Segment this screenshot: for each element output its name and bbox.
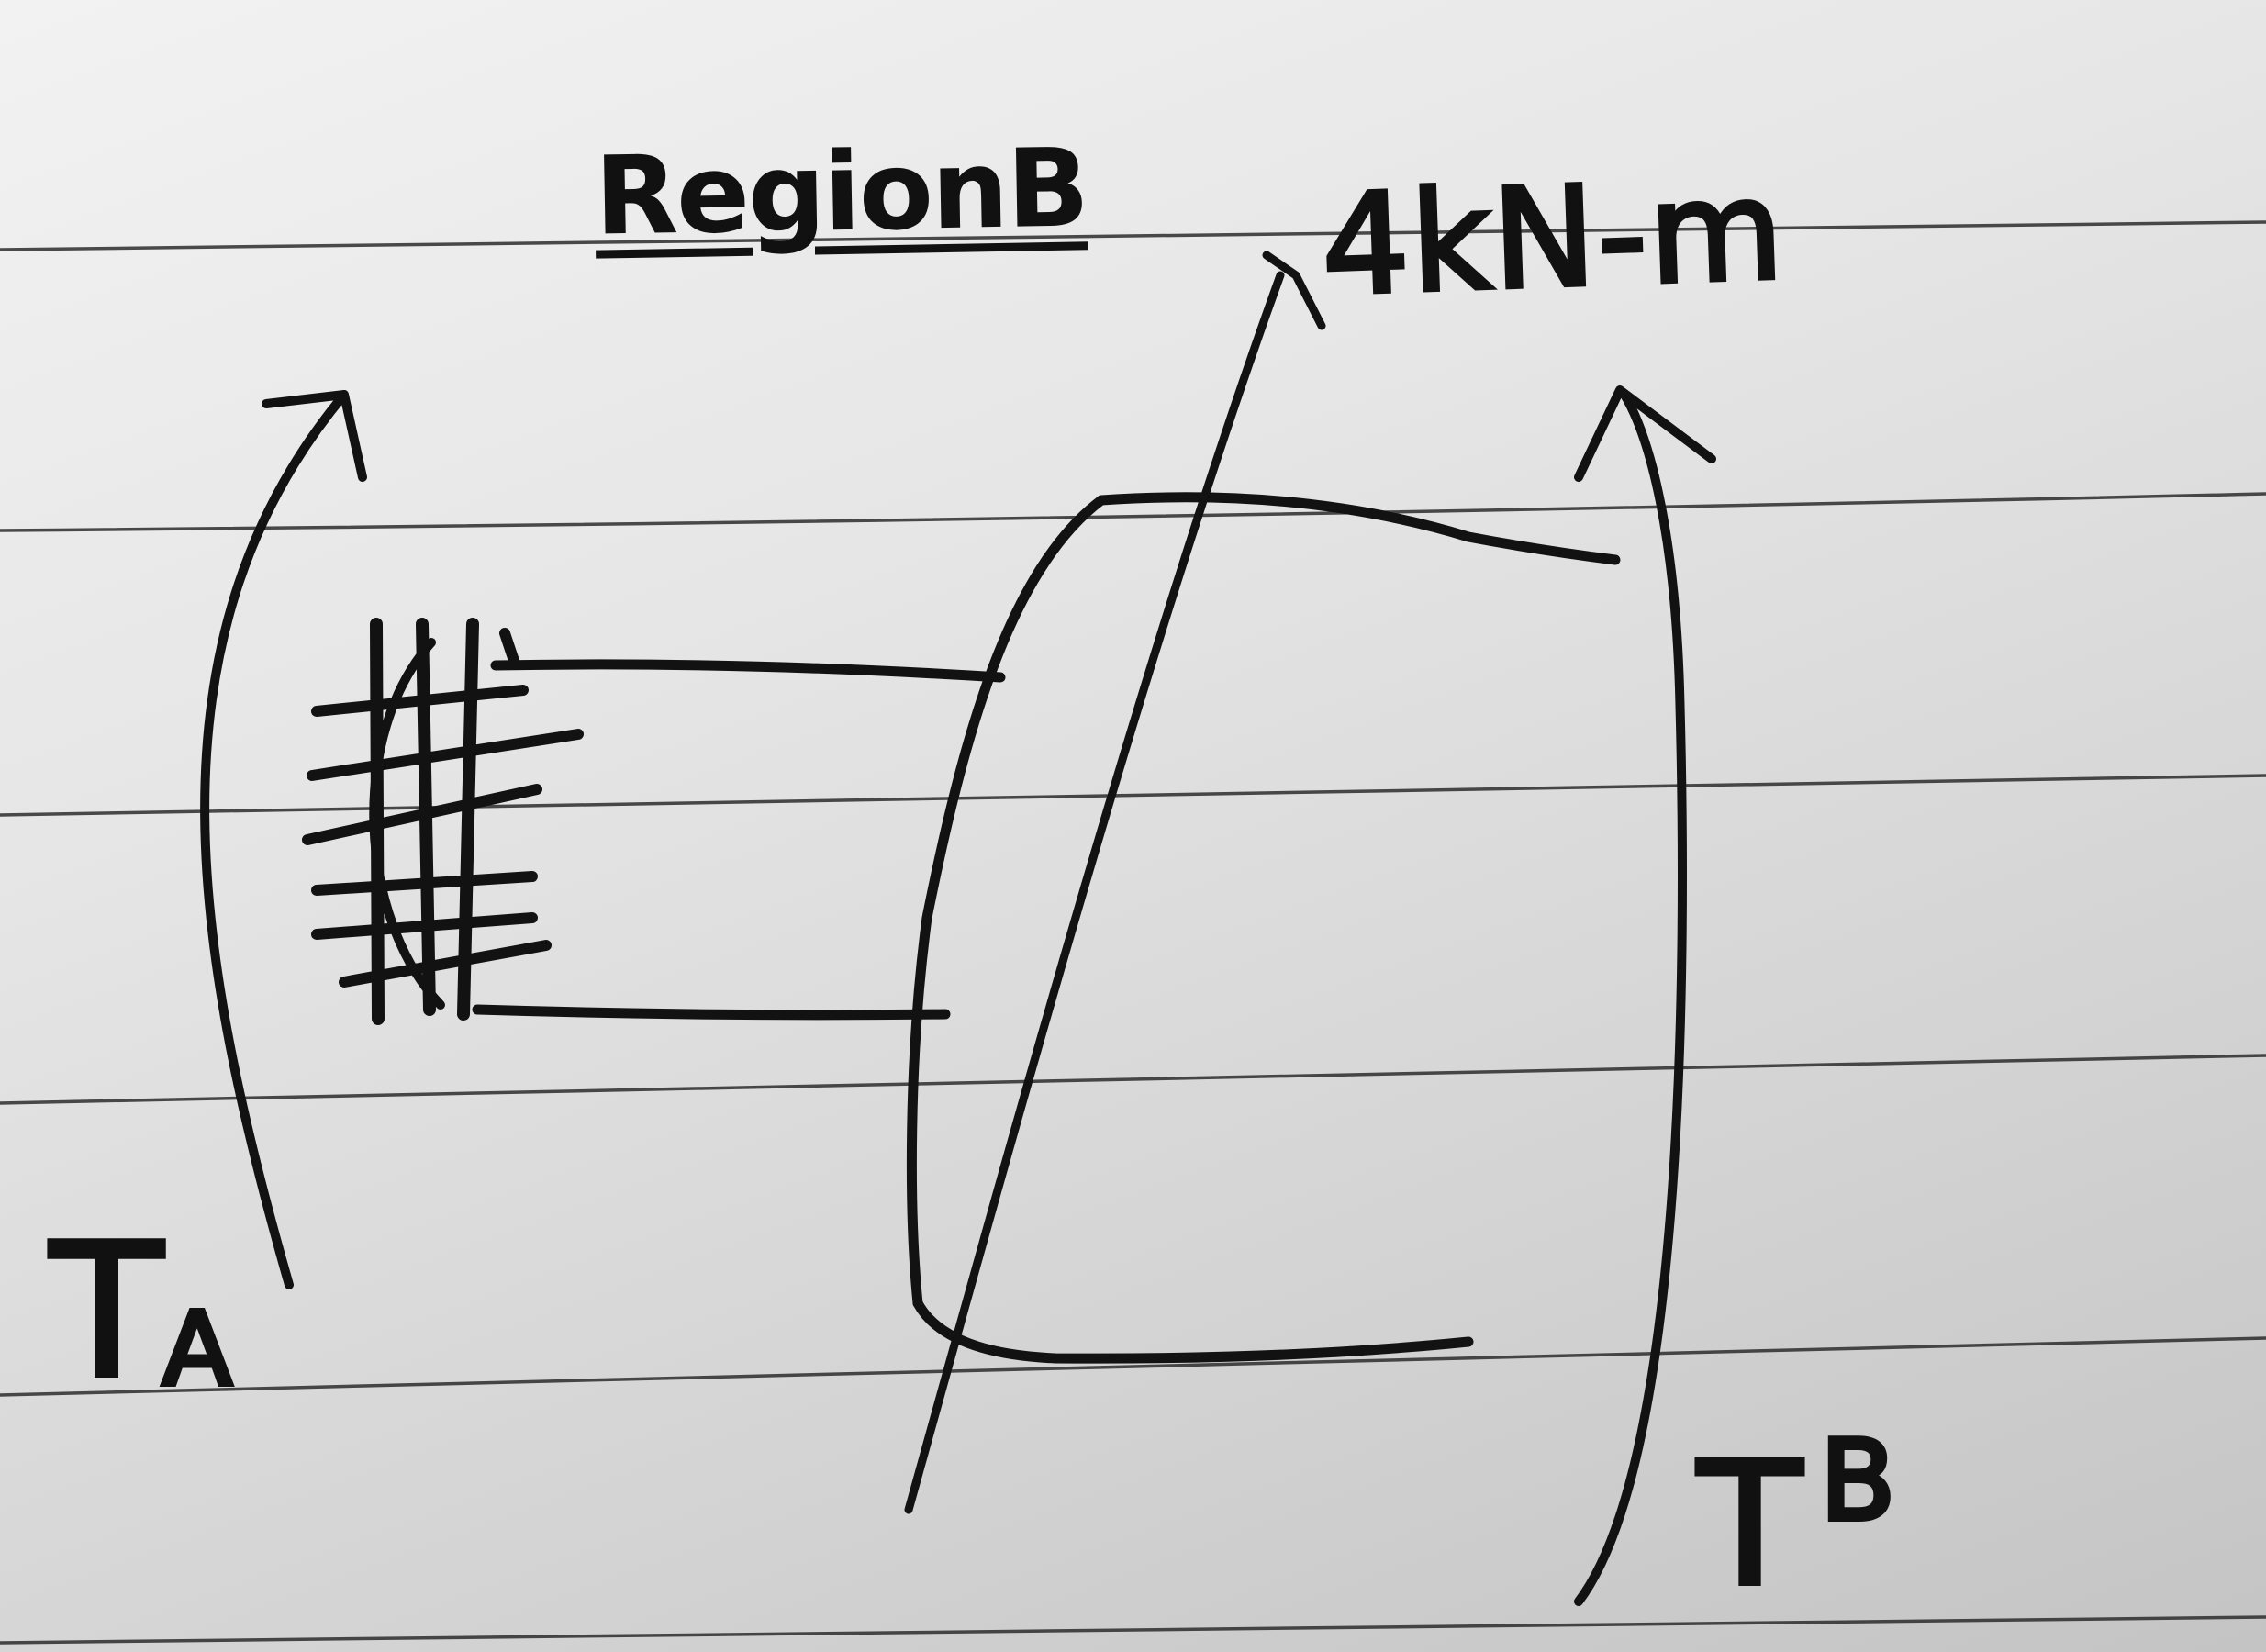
torque-a-subscript: A [160,1290,234,1408]
torque-b-arrow [1574,385,1716,1606]
torque-pointer-arrow [904,251,1326,1514]
region-label: RegionB [593,124,1088,260]
fixed-support-hatch [302,618,584,1025]
shaft-segment [472,659,1006,1021]
applied-torque-label: 4kN-m [1317,149,1791,329]
cut-section-outline [906,492,1621,1364]
torque-a-label: TA [48,1218,234,1407]
torque-b-symbol: T [1695,1425,1804,1624]
torque-a-arrow [200,390,367,1289]
notebook-rule-lines [0,220,2266,1645]
torque-a-symbol: T [48,1205,165,1419]
torque-b-superscript: B [1817,1418,1898,1546]
